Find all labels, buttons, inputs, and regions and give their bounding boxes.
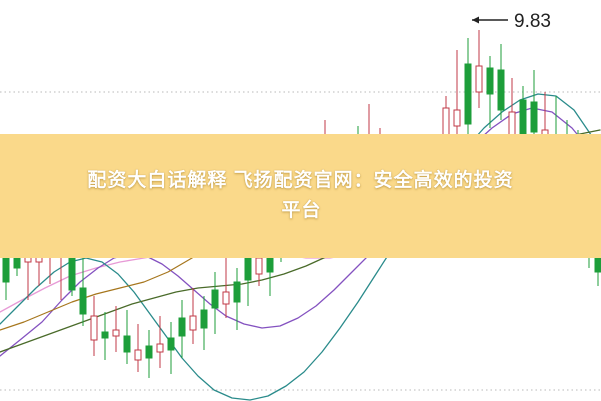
watermark-line-2: 平台 bbox=[281, 200, 322, 221]
price-annotation: 9.83 bbox=[472, 11, 551, 32]
watermark-text-band: 配资大白话解释 飞扬配资官网：安全高效的投资 平台 bbox=[0, 134, 601, 258]
watermark-line-1: 配资大白话解释 飞扬配资官网：安全高效的投资 bbox=[87, 170, 514, 191]
price-label: 9.83 bbox=[514, 11, 551, 32]
